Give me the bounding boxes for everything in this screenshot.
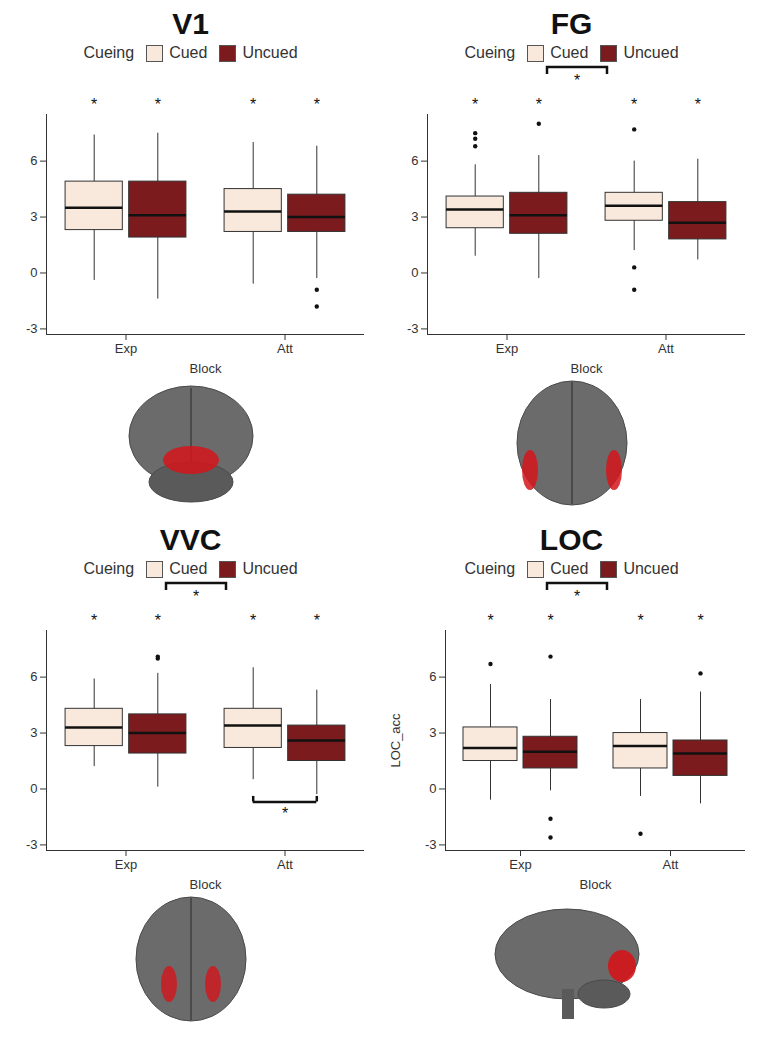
svg-text:0: 0 <box>429 781 436 796</box>
svg-text:Exp: Exp <box>495 341 517 356</box>
svg-text:*: * <box>535 96 541 113</box>
svg-text:6: 6 <box>429 669 436 684</box>
svg-text:*: * <box>547 612 553 629</box>
svg-text:Block: Block <box>579 877 611 892</box>
svg-text:*: * <box>313 96 319 113</box>
svg-text:*: * <box>154 96 160 113</box>
svg-text:Block: Block <box>189 361 221 376</box>
svg-text:*: * <box>573 588 579 604</box>
svg-text:-3: -3 <box>25 321 37 336</box>
svg-text:Att: Att <box>277 857 293 872</box>
html-text:Cueing: Cueing <box>83 44 135 61</box>
svg-text:Exp: Exp <box>114 857 136 872</box>
html-text:Cued: Cued <box>169 44 208 61</box>
svg-text:3: 3 <box>30 725 37 740</box>
html-text:Cueing: Cueing <box>464 560 516 577</box>
html-text:Uncued: Uncued <box>242 560 298 577</box>
html-text:Cueing: Cueing <box>83 560 135 577</box>
svg-text:Att: Att <box>277 341 293 356</box>
svg-text:0: 0 <box>30 265 37 280</box>
svg-text:*: * <box>281 805 287 822</box>
html-text:Cued: Cued <box>169 560 208 577</box>
svg-text:-3: -3 <box>424 837 436 852</box>
html-text:Cued: Cued <box>550 560 589 577</box>
svg-text:*: * <box>573 72 579 88</box>
svg-text:*: * <box>637 612 643 629</box>
svg-text:Att: Att <box>662 857 678 872</box>
html-text:Uncued: Uncued <box>623 44 679 61</box>
svg-text:LOC_acc: LOC_acc <box>387 713 402 768</box>
svg-text:6: 6 <box>411 153 418 168</box>
html-text:Uncued: Uncued <box>242 44 298 61</box>
svg-text:*: * <box>472 96 478 113</box>
html-text:Cueing: Cueing <box>464 44 516 61</box>
svg-text:6: 6 <box>30 153 37 168</box>
svg-text:3: 3 <box>429 725 436 740</box>
svg-text:*: * <box>631 96 637 113</box>
svg-text:Block: Block <box>189 877 221 892</box>
svg-text:0: 0 <box>411 265 418 280</box>
html-text:V1: V1 <box>172 7 209 40</box>
svg-text:*: * <box>697 612 703 629</box>
svg-text:*: * <box>694 96 700 113</box>
html-text:Cued: Cued <box>550 44 589 61</box>
html-text:LOC: LOC <box>539 523 604 556</box>
svg-text:*: * <box>313 612 319 629</box>
svg-text:Att: Att <box>658 341 674 356</box>
svg-text:-3: -3 <box>406 321 418 336</box>
html-text:FG: FG <box>550 7 593 40</box>
svg-text:*: * <box>250 96 256 113</box>
svg-text:Block: Block <box>570 361 602 376</box>
svg-text:3: 3 <box>30 209 37 224</box>
svg-text:*: * <box>91 612 97 629</box>
svg-text:*: * <box>154 612 160 629</box>
svg-text:6: 6 <box>30 669 37 684</box>
svg-text:Exp: Exp <box>509 857 531 872</box>
html-text:Uncued: Uncued <box>623 560 679 577</box>
svg-text:*: * <box>487 612 493 629</box>
svg-text:0: 0 <box>30 781 37 796</box>
html-text:VVC: VVC <box>159 523 222 556</box>
svg-text:3: 3 <box>411 209 418 224</box>
svg-text:Exp: Exp <box>114 341 136 356</box>
svg-text:*: * <box>91 96 97 113</box>
svg-text:*: * <box>192 588 198 604</box>
svg-text:-3: -3 <box>25 837 37 852</box>
svg-text:*: * <box>250 612 256 629</box>
